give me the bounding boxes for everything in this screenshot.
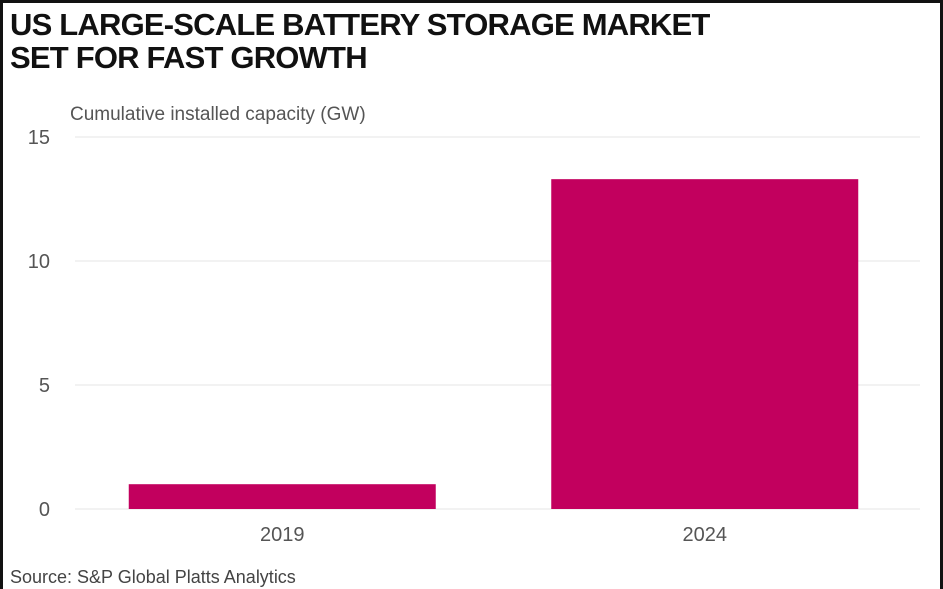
chart-title: US LARGE-SCALE BATTERY STORAGE MARKET SE…	[10, 8, 710, 74]
y-tick-label: 10	[28, 251, 50, 273]
x-tick-label: 2019	[260, 524, 305, 546]
y-tick-label: 0	[39, 499, 50, 521]
bar-2019	[128, 484, 436, 509]
bar-2024	[551, 179, 859, 509]
x-tick-label: 2024	[683, 524, 728, 546]
chart-title-line-2: SET FOR FAST GROWTH	[10, 40, 368, 75]
y-tick-label: 15	[28, 127, 50, 149]
chart-title-line-1: US LARGE-SCALE BATTERY STORAGE MARKET	[10, 7, 710, 42]
y-axis-label: Cumulative installed capacity (GW)	[70, 104, 366, 125]
y-tick-label: 5	[39, 375, 50, 397]
source-note: Source: S&P Global Platts Analytics	[10, 567, 296, 587]
